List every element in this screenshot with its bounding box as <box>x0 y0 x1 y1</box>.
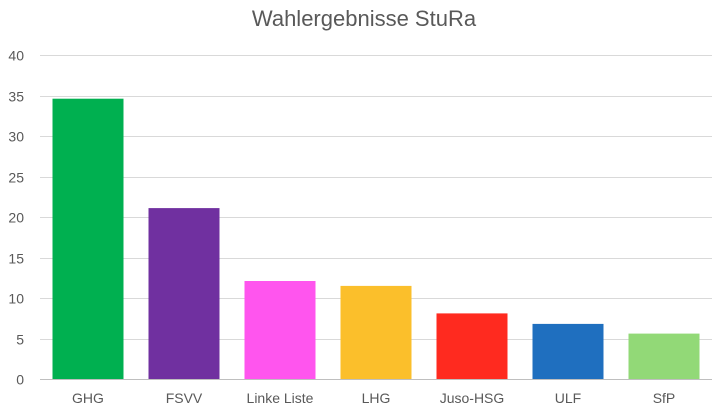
chart-title: Wahlergebnisse StuRa <box>251 6 477 31</box>
x-category-label: Linke Liste <box>247 390 314 406</box>
bars <box>52 98 700 379</box>
x-category-label: SfP <box>653 390 676 406</box>
bar-juso-hsg <box>436 313 508 379</box>
y-tick-label: 40 <box>8 48 24 64</box>
y-tick-label: 15 <box>8 251 24 267</box>
x-category-label: Juso-HSG <box>440 390 505 406</box>
y-tick-label: 20 <box>8 210 24 226</box>
x-category-label: ULF <box>555 390 581 406</box>
x-category-label: LHG <box>362 390 391 406</box>
bar-linke-liste <box>244 281 316 379</box>
y-tick-label: 10 <box>8 291 24 307</box>
x-category-label: GHG <box>72 390 104 406</box>
bar-ghg <box>52 98 124 379</box>
y-tick-label: 0 <box>16 372 24 388</box>
bar-lhg <box>340 285 412 379</box>
bar-ulf <box>532 323 604 379</box>
x-category-label: FSVV <box>166 390 203 406</box>
y-tick-label: 35 <box>8 89 24 105</box>
bar-fsvv <box>148 208 220 379</box>
bar-sfp <box>628 333 700 379</box>
y-tick-label: 25 <box>8 170 24 186</box>
y-tick-label: 30 <box>8 129 24 145</box>
y-tick-label: 5 <box>16 332 24 348</box>
y-axis-ticks: 0 5 10 15 20 25 30 35 40 <box>8 48 24 388</box>
x-axis-labels: GHG FSVV Linke Liste LHG Juso-HSG ULF SfP <box>72 390 675 406</box>
